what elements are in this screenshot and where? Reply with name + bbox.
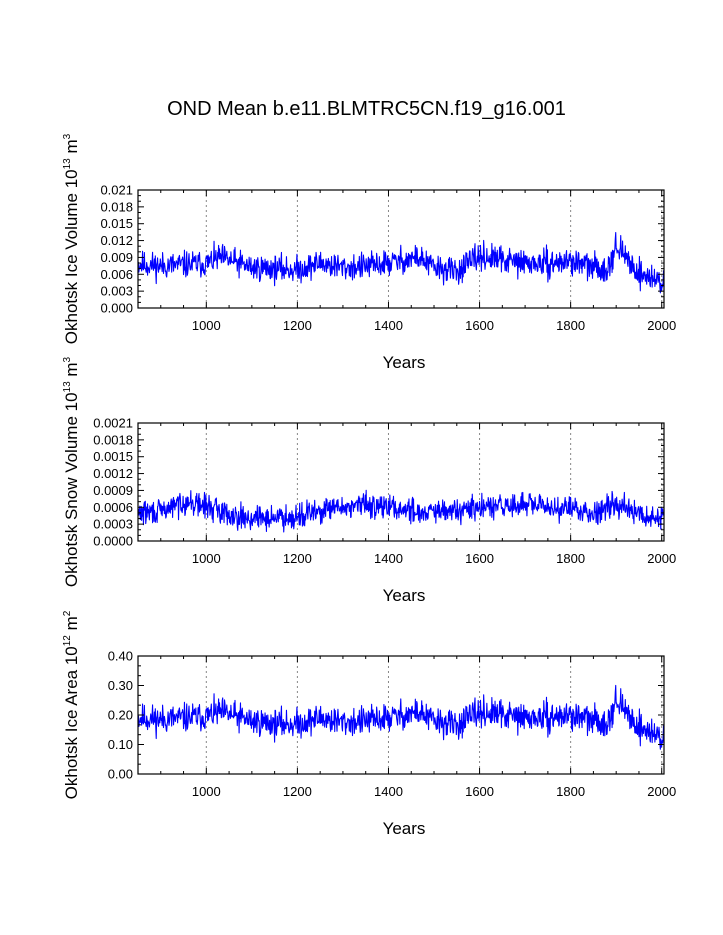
x-axis-title: Years: [383, 819, 426, 838]
page-title: OND Mean b.e11.BLMTRC5CN.f19_g16.001: [167, 98, 566, 120]
plot-frame: [137, 189, 665, 309]
plot-frame: [137, 422, 665, 542]
x-tick-label-2000: 2000: [647, 318, 676, 333]
x-tick-label-2000: 2000: [647, 784, 676, 799]
y-tick-label-0.0021: 0.0021: [93, 416, 133, 431]
y-axis-title: Okhotsk Ice Volume 1013 m3: [62, 133, 81, 344]
y-tick-label-0.10: 0.10: [108, 737, 133, 752]
x-tick-label-1400: 1400: [374, 551, 403, 566]
y-axis-title-part: 13: [62, 158, 73, 170]
y-tick-label-0.40: 0.40: [108, 649, 133, 664]
y-axis-title-part: 2: [62, 610, 73, 616]
x-tick-label-2000: 2000: [647, 551, 676, 566]
y-axis-title-part: m: [62, 616, 81, 635]
y-axis-title-part: 13: [62, 381, 73, 393]
x-tick-label-1000: 1000: [192, 551, 221, 566]
y-tick-label-0.30: 0.30: [108, 678, 133, 693]
y-tick-label-0.0000: 0.0000: [93, 534, 133, 549]
x-tick-label-1000: 1000: [192, 784, 221, 799]
y-tick-label-0.021: 0.021: [100, 183, 133, 198]
y-tick-label-0.00: 0.00: [108, 767, 133, 782]
chart-panel-ice-volume: 1000 1200 1400 1600 1800 2000 0.000 0.003 0.006 0…: [62, 133, 676, 372]
x-tick-label-1400: 1400: [374, 784, 403, 799]
y-tick-label-0.000: 0.000: [100, 301, 133, 316]
y-axis-title: Okhotsk Ice Area 1012 m2: [62, 610, 81, 799]
x-tick-label-1200: 1200: [283, 318, 312, 333]
y-tick-label-0.0012: 0.0012: [93, 466, 133, 481]
series-line-snow-volume: [137, 489, 665, 533]
y-tick-label-0.015: 0.015: [100, 216, 133, 231]
x-tick-label-1400: 1400: [374, 318, 403, 333]
y-axis-title-part: Okhotsk Ice Area 10: [62, 646, 81, 799]
y-tick-label-0.006: 0.006: [100, 267, 133, 282]
y-axis-title: Okhotsk Snow Volume 1013 m3: [62, 356, 81, 587]
y-axis-title-part: 12: [62, 635, 73, 647]
y-tick-label-0.0018: 0.0018: [93, 432, 133, 447]
x-tick-label-1600: 1600: [465, 318, 494, 333]
chart-panel-ice-area: 1000 1200 1400 1600 1800 2000 0.00 0.10 0.20 0.30…: [62, 610, 676, 838]
y-tick-label-0.009: 0.009: [100, 250, 133, 265]
x-tick-label-1800: 1800: [556, 551, 585, 566]
x-tick-label-1000: 1000: [192, 318, 221, 333]
y-axis-title-part: Okhotsk Snow Volume 10: [62, 392, 81, 587]
y-axis-title-part: m: [62, 139, 81, 158]
x-tick-label-1200: 1200: [283, 551, 312, 566]
y-axis-title-part: Okhotsk Ice Volume 10: [62, 169, 81, 344]
x-axis-title: Years: [383, 586, 426, 605]
x-tick-label-1600: 1600: [465, 784, 494, 799]
y-tick-label-0.0015: 0.0015: [93, 449, 133, 464]
x-tick-label-1800: 1800: [556, 318, 585, 333]
y-axis-title-part: 3: [62, 133, 73, 139]
series-line-ice-area: [137, 684, 665, 750]
y-tick-label-0.0003: 0.0003: [93, 517, 133, 532]
chart-panel-snow-volume: 1000 1200 1400 1600 1800 2000 0.0000 0.0003 0.00…: [62, 356, 676, 605]
y-tick-label-0.0006: 0.0006: [93, 500, 133, 515]
y-axis-title-part: 3: [62, 356, 73, 362]
y-tick-label-0.0009: 0.0009: [93, 483, 133, 498]
series-line-ice-volume: [137, 231, 665, 294]
x-tick-label-1600: 1600: [465, 551, 494, 566]
y-tick-label-0.20: 0.20: [108, 708, 133, 723]
y-tick-label-0.018: 0.018: [100, 199, 133, 214]
y-tick-label-0.012: 0.012: [100, 233, 133, 248]
x-tick-label-1200: 1200: [283, 784, 312, 799]
x-axis-title: Years: [383, 353, 426, 372]
y-axis-title-part: m: [62, 362, 81, 381]
y-tick-label-0.003: 0.003: [100, 284, 133, 299]
x-tick-label-1800: 1800: [556, 784, 585, 799]
